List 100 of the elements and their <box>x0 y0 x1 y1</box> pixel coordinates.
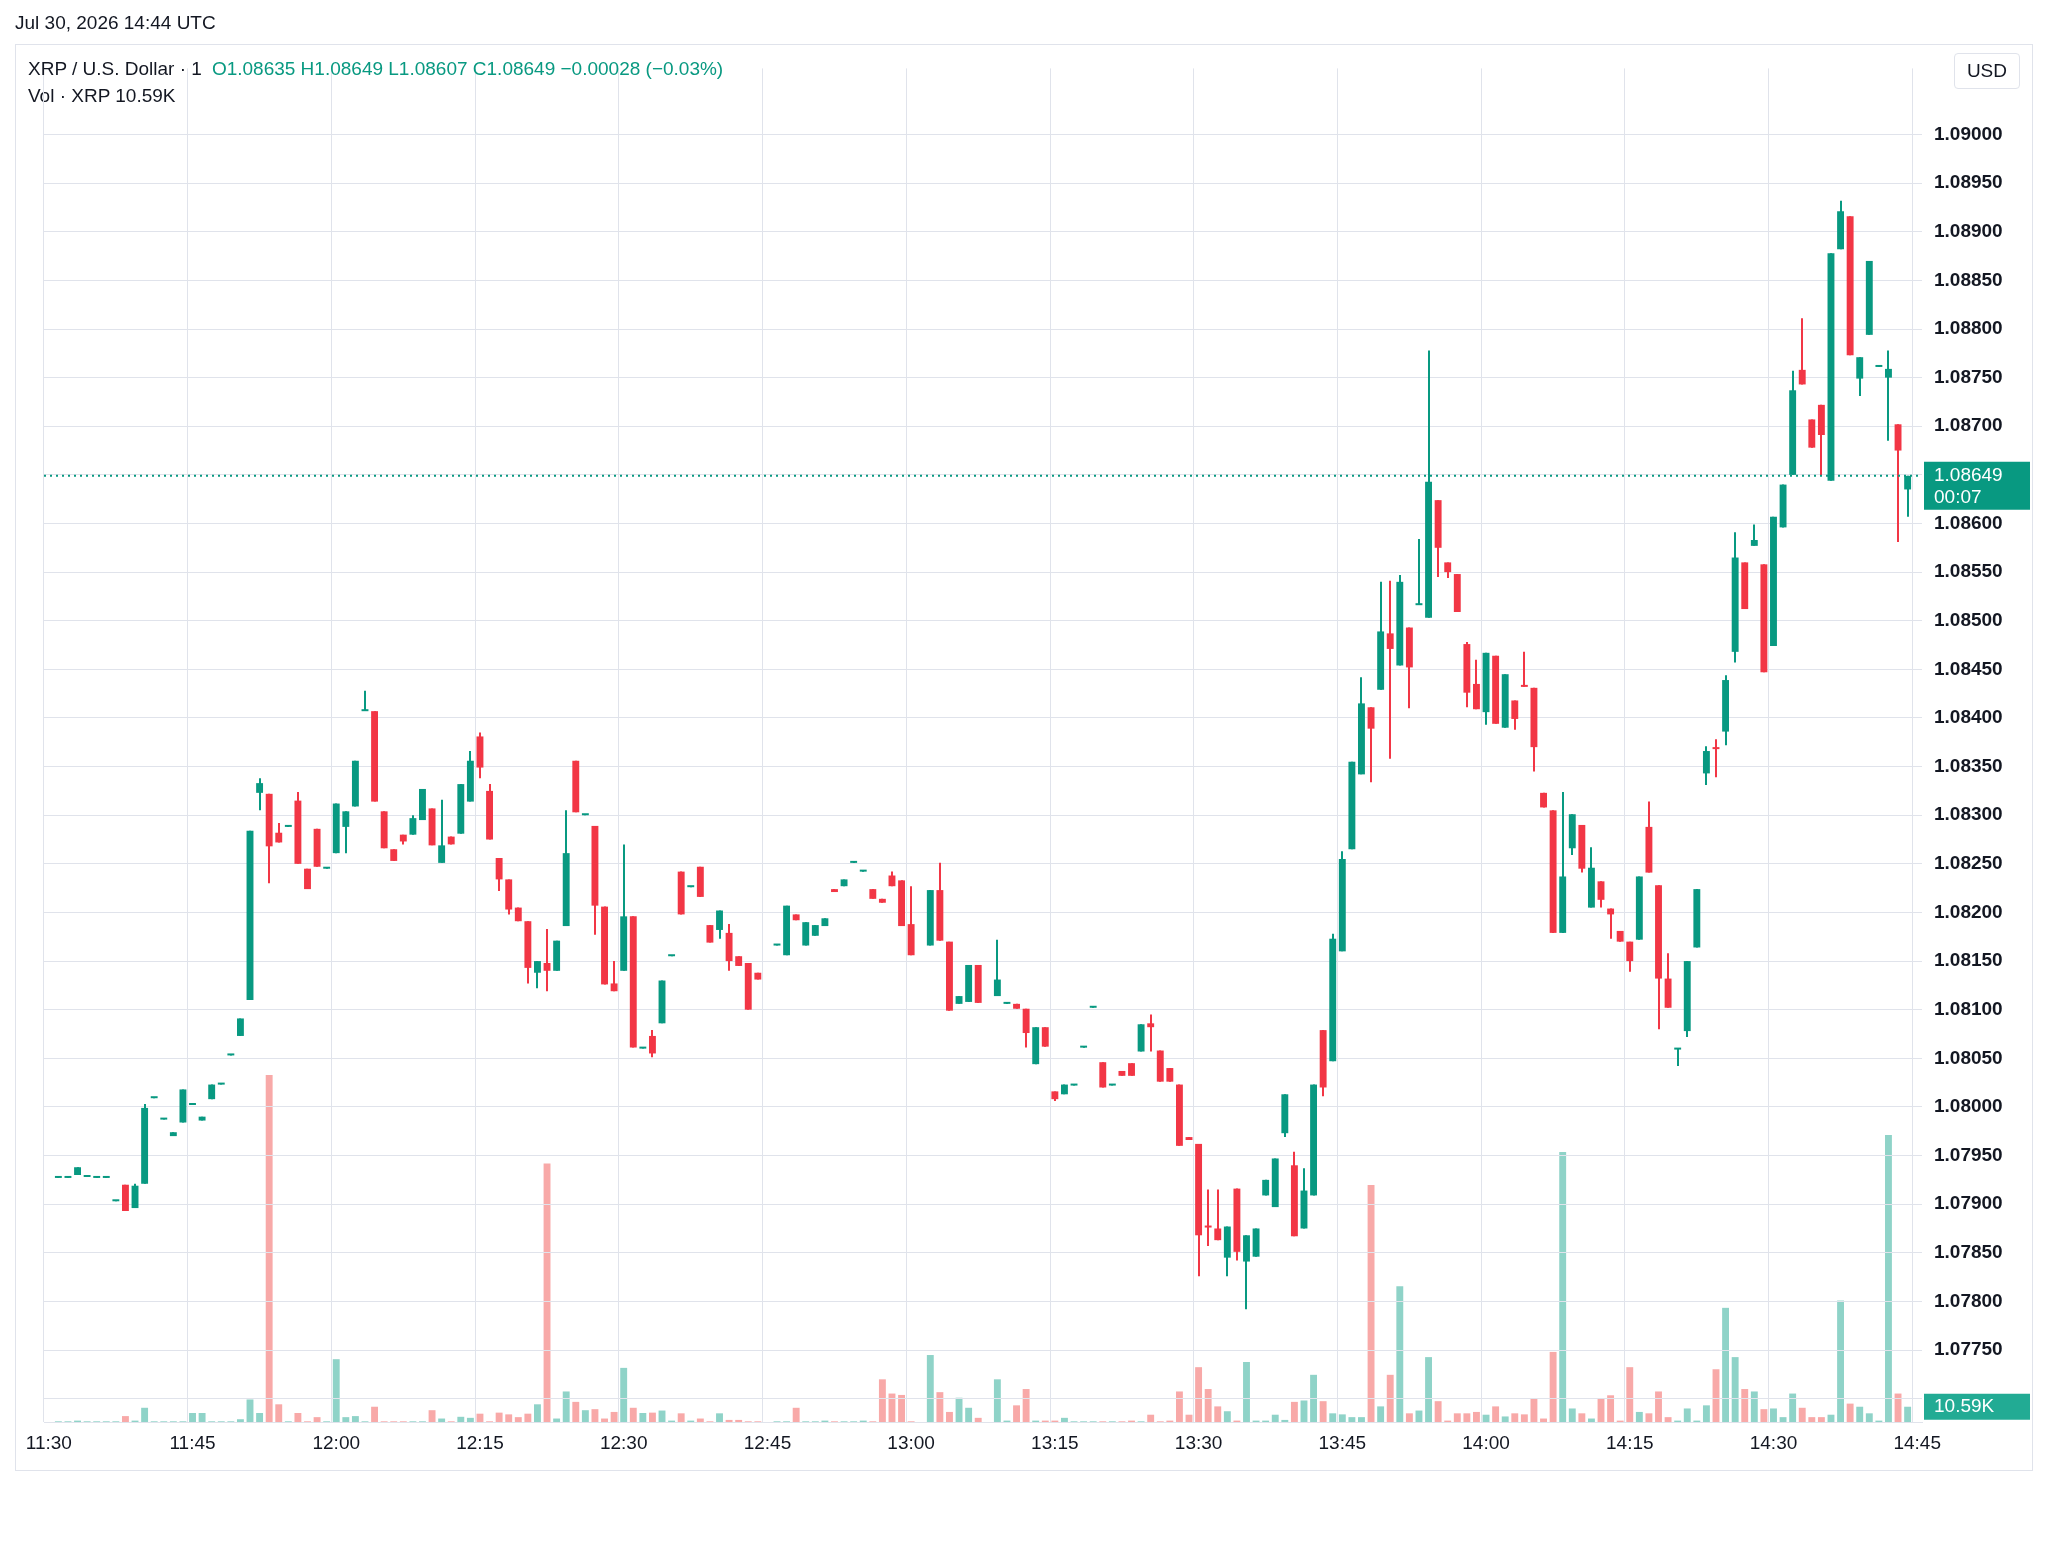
bar <box>1559 1152 1567 1422</box>
bar <box>1473 1411 1480 1422</box>
bar <box>1904 1406 1912 1422</box>
bar <box>629 1407 637 1422</box>
y-tick-label: 1.08150 <box>1934 949 2003 971</box>
bar <box>1463 1413 1471 1422</box>
bar <box>1520 1414 1528 1422</box>
y-tick-label: 1.08250 <box>1934 852 2003 874</box>
bar <box>792 1407 800 1422</box>
bar <box>466 1417 474 1422</box>
bar <box>562 1391 570 1422</box>
bar <box>1837 1300 1845 1422</box>
x-tick-label: 12:45 <box>743 1431 792 1453</box>
bar <box>974 1417 982 1422</box>
bar <box>505 1414 513 1422</box>
bar <box>1377 1406 1385 1422</box>
x-tick-label: 11:45 <box>169 1431 216 1453</box>
bar <box>1722 1307 1730 1422</box>
bar <box>189 1412 196 1422</box>
bar <box>1329 1413 1337 1422</box>
text: 00:07 <box>1934 486 1982 508</box>
bar <box>495 1412 503 1422</box>
candlestick <box>1386 580 1394 759</box>
bar <box>1645 1413 1653 1422</box>
bar <box>1741 1389 1749 1422</box>
bar <box>1779 1417 1787 1422</box>
y-tick-label: 1.07900 <box>1934 1192 2003 1214</box>
bar <box>1683 1408 1691 1422</box>
bar <box>1223 1411 1231 1422</box>
bar <box>457 1416 465 1422</box>
x-tick-label: 14:00 <box>1462 1431 1510 1453</box>
y-tick-label: 1.08800 <box>1934 317 2003 339</box>
bar <box>1750 1391 1758 1422</box>
bar <box>1338 1414 1346 1422</box>
bar <box>1865 1413 1873 1422</box>
bar <box>1396 1286 1404 1422</box>
bar <box>1607 1395 1615 1422</box>
x-tick-label: 12:15 <box>456 1431 504 1453</box>
bar <box>1319 1401 1327 1422</box>
bar <box>1789 1393 1797 1422</box>
bar <box>1022 1389 1030 1422</box>
bar <box>581 1410 589 1422</box>
bar <box>1405 1413 1413 1422</box>
bar <box>1060 1417 1068 1422</box>
bar <box>514 1417 522 1422</box>
bar <box>572 1401 580 1422</box>
bar <box>534 1404 541 1422</box>
bar <box>1243 1361 1250 1422</box>
bar <box>1386 1374 1394 1422</box>
candlestick <box>1885 350 1892 441</box>
bar <box>1425 1357 1432 1422</box>
text: Jul 30, 2026 14:44 UTC <box>15 12 216 34</box>
x-tick-label: 13:45 <box>1318 1431 1367 1453</box>
bar <box>725 1419 733 1422</box>
bar <box>1271 1414 1279 1422</box>
y-tick-label: 1.08550 <box>1934 560 2003 582</box>
x-tick-label: 14:45 <box>1893 1431 1941 1453</box>
y-tick-label: 1.08000 <box>1934 1095 2003 1117</box>
bar <box>993 1379 1001 1422</box>
bar <box>1856 1406 1864 1422</box>
bar <box>1013 1405 1020 1422</box>
text: 10.59K <box>1934 1394 1995 1416</box>
bar <box>1501 1416 1509 1422</box>
bar <box>1434 1401 1442 1422</box>
y-tick-label: 1.08900 <box>1934 220 2003 241</box>
x-tick-label: 13:15 <box>1031 1431 1079 1453</box>
bar <box>1664 1417 1672 1422</box>
bar <box>1568 1408 1576 1422</box>
bar <box>1770 1408 1777 1422</box>
bar <box>1817 1417 1825 1422</box>
bar <box>936 1392 944 1422</box>
bar <box>1808 1417 1816 1422</box>
chart-title: XRP / U.S. Dollar · 1 <box>28 58 202 79</box>
bar <box>1147 1414 1155 1422</box>
bar <box>236 1419 244 1422</box>
bar <box>1214 1406 1222 1422</box>
y-tick-label: 1.07850 <box>1934 1241 2003 1263</box>
bar <box>265 1075 273 1422</box>
bar <box>294 1412 302 1422</box>
x-tick-label: 13:00 <box>887 1431 935 1453</box>
y-tick-label: 1.08700 <box>1934 414 2003 436</box>
bar <box>524 1413 532 1422</box>
bar <box>1310 1374 1318 1422</box>
bar <box>898 1394 906 1422</box>
bar <box>965 1407 973 1422</box>
x-tick-label: 13:30 <box>1174 1431 1223 1453</box>
bar <box>1358 1417 1365 1422</box>
y-tick-label: 1.07750 <box>1934 1338 2003 1360</box>
y-tick-label: 1.08400 <box>1934 706 2003 728</box>
bar <box>1655 1391 1662 1422</box>
annotation: Vol · XRP 10.59K <box>28 84 176 108</box>
bar <box>256 1412 264 1422</box>
bar <box>639 1412 647 1422</box>
bar <box>926 1355 934 1422</box>
bar <box>735 1419 743 1422</box>
bar <box>610 1411 618 1422</box>
bar <box>332 1359 340 1422</box>
bar <box>620 1367 628 1422</box>
bar <box>1348 1417 1356 1422</box>
bar <box>677 1413 685 1422</box>
